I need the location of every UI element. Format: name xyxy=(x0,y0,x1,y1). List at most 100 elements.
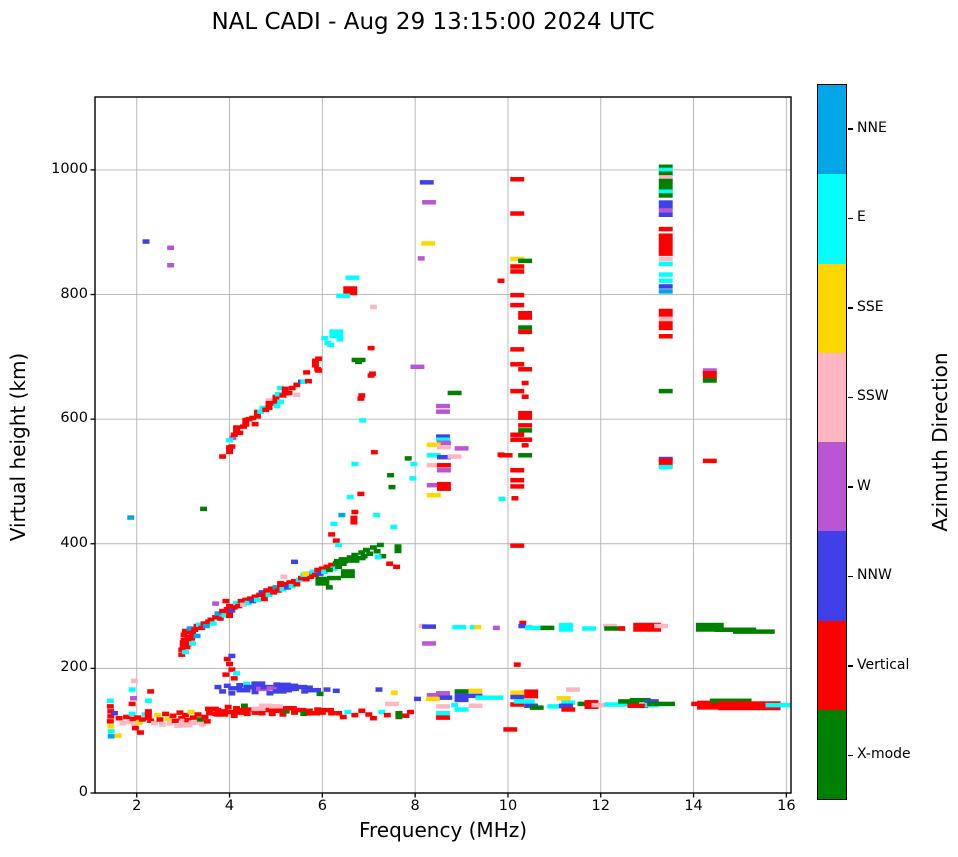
data-point xyxy=(179,718,187,728)
data-point xyxy=(436,691,450,696)
data-point xyxy=(321,335,329,341)
data-point xyxy=(343,286,358,296)
data-point xyxy=(281,386,289,396)
data-point xyxy=(436,440,451,446)
data-point xyxy=(695,622,724,632)
data-point xyxy=(358,550,366,555)
data-point xyxy=(561,707,576,712)
data-point xyxy=(510,292,525,298)
data-point xyxy=(245,416,253,422)
data-point xyxy=(311,358,319,368)
data-point xyxy=(351,509,359,515)
colorbar-segment-ssw xyxy=(818,352,846,442)
data-point xyxy=(369,545,377,550)
data-point xyxy=(303,370,311,375)
data-point xyxy=(244,600,252,606)
y-tick-label: 0 xyxy=(78,784,88,800)
data-point xyxy=(658,208,673,213)
data-point xyxy=(185,629,193,635)
data-point xyxy=(147,689,155,694)
data-point xyxy=(556,696,571,701)
data-point xyxy=(369,715,377,721)
data-point xyxy=(519,620,527,626)
data-point xyxy=(134,715,142,720)
data-point xyxy=(281,582,289,587)
data-point xyxy=(242,417,250,427)
data-point xyxy=(379,553,387,559)
data-point xyxy=(288,385,296,391)
data-point xyxy=(658,388,673,394)
data-point xyxy=(184,634,192,640)
data-point xyxy=(189,715,197,720)
colorbar-category-label: W xyxy=(857,477,871,494)
data-point xyxy=(627,703,649,709)
x-tick-label: 2 xyxy=(132,798,142,814)
data-point xyxy=(251,706,266,712)
data-point xyxy=(346,494,354,500)
data-point xyxy=(219,689,227,694)
data-point xyxy=(378,709,386,715)
data-point xyxy=(236,687,251,693)
colorbar-tick xyxy=(848,396,853,399)
data-point xyxy=(147,718,155,723)
data-point xyxy=(407,709,414,715)
data-point xyxy=(388,484,396,490)
data-point xyxy=(518,410,533,420)
data-point xyxy=(426,692,441,698)
data-point xyxy=(402,713,410,718)
data-point xyxy=(196,717,204,722)
data-point xyxy=(510,690,525,695)
data-point xyxy=(300,379,308,384)
data-point xyxy=(222,672,230,677)
data-point xyxy=(658,278,673,284)
data-point xyxy=(243,681,251,687)
data-point xyxy=(492,625,500,631)
data-point xyxy=(604,702,640,707)
y-axis-label: Virtual height (km) xyxy=(6,352,30,542)
data-point xyxy=(521,394,529,399)
data-point xyxy=(410,364,425,370)
data-point xyxy=(314,707,322,712)
data-point xyxy=(733,629,775,634)
data-point xyxy=(119,720,127,726)
data-point xyxy=(162,711,170,717)
data-point xyxy=(438,695,453,700)
data-point xyxy=(257,409,265,414)
data-point xyxy=(618,626,626,631)
data-point xyxy=(387,472,395,478)
data-point xyxy=(107,734,115,739)
data-point xyxy=(272,708,287,713)
colorbar-tick xyxy=(848,307,853,309)
data-point xyxy=(702,378,717,383)
data-point xyxy=(180,637,188,642)
data-point xyxy=(350,515,358,525)
data-point xyxy=(658,175,673,180)
data-point xyxy=(335,564,343,570)
data-point xyxy=(658,308,673,318)
data-point xyxy=(321,569,329,575)
colorbar-category-label: Vertical xyxy=(857,656,910,673)
colorbar-category-label: NNE xyxy=(857,119,887,136)
data-point xyxy=(260,592,268,602)
data-point xyxy=(206,711,214,716)
data-point xyxy=(513,699,535,704)
data-point xyxy=(307,574,315,580)
data-point xyxy=(223,683,231,689)
data-point xyxy=(277,399,285,404)
data-point xyxy=(212,615,220,620)
data-point xyxy=(374,554,382,560)
data-point xyxy=(702,371,717,381)
data-point xyxy=(106,698,114,704)
data-point xyxy=(454,446,469,451)
data-point xyxy=(293,382,301,388)
data-point xyxy=(126,719,134,725)
x-tick-label: 10 xyxy=(498,798,518,814)
data-point xyxy=(419,180,434,185)
data-point xyxy=(277,385,285,391)
data-point xyxy=(167,245,175,251)
data-point xyxy=(559,703,573,709)
data-point xyxy=(454,707,469,712)
data-point xyxy=(288,583,296,589)
data-point xyxy=(305,685,313,690)
x-tick-label: 12 xyxy=(591,798,610,814)
